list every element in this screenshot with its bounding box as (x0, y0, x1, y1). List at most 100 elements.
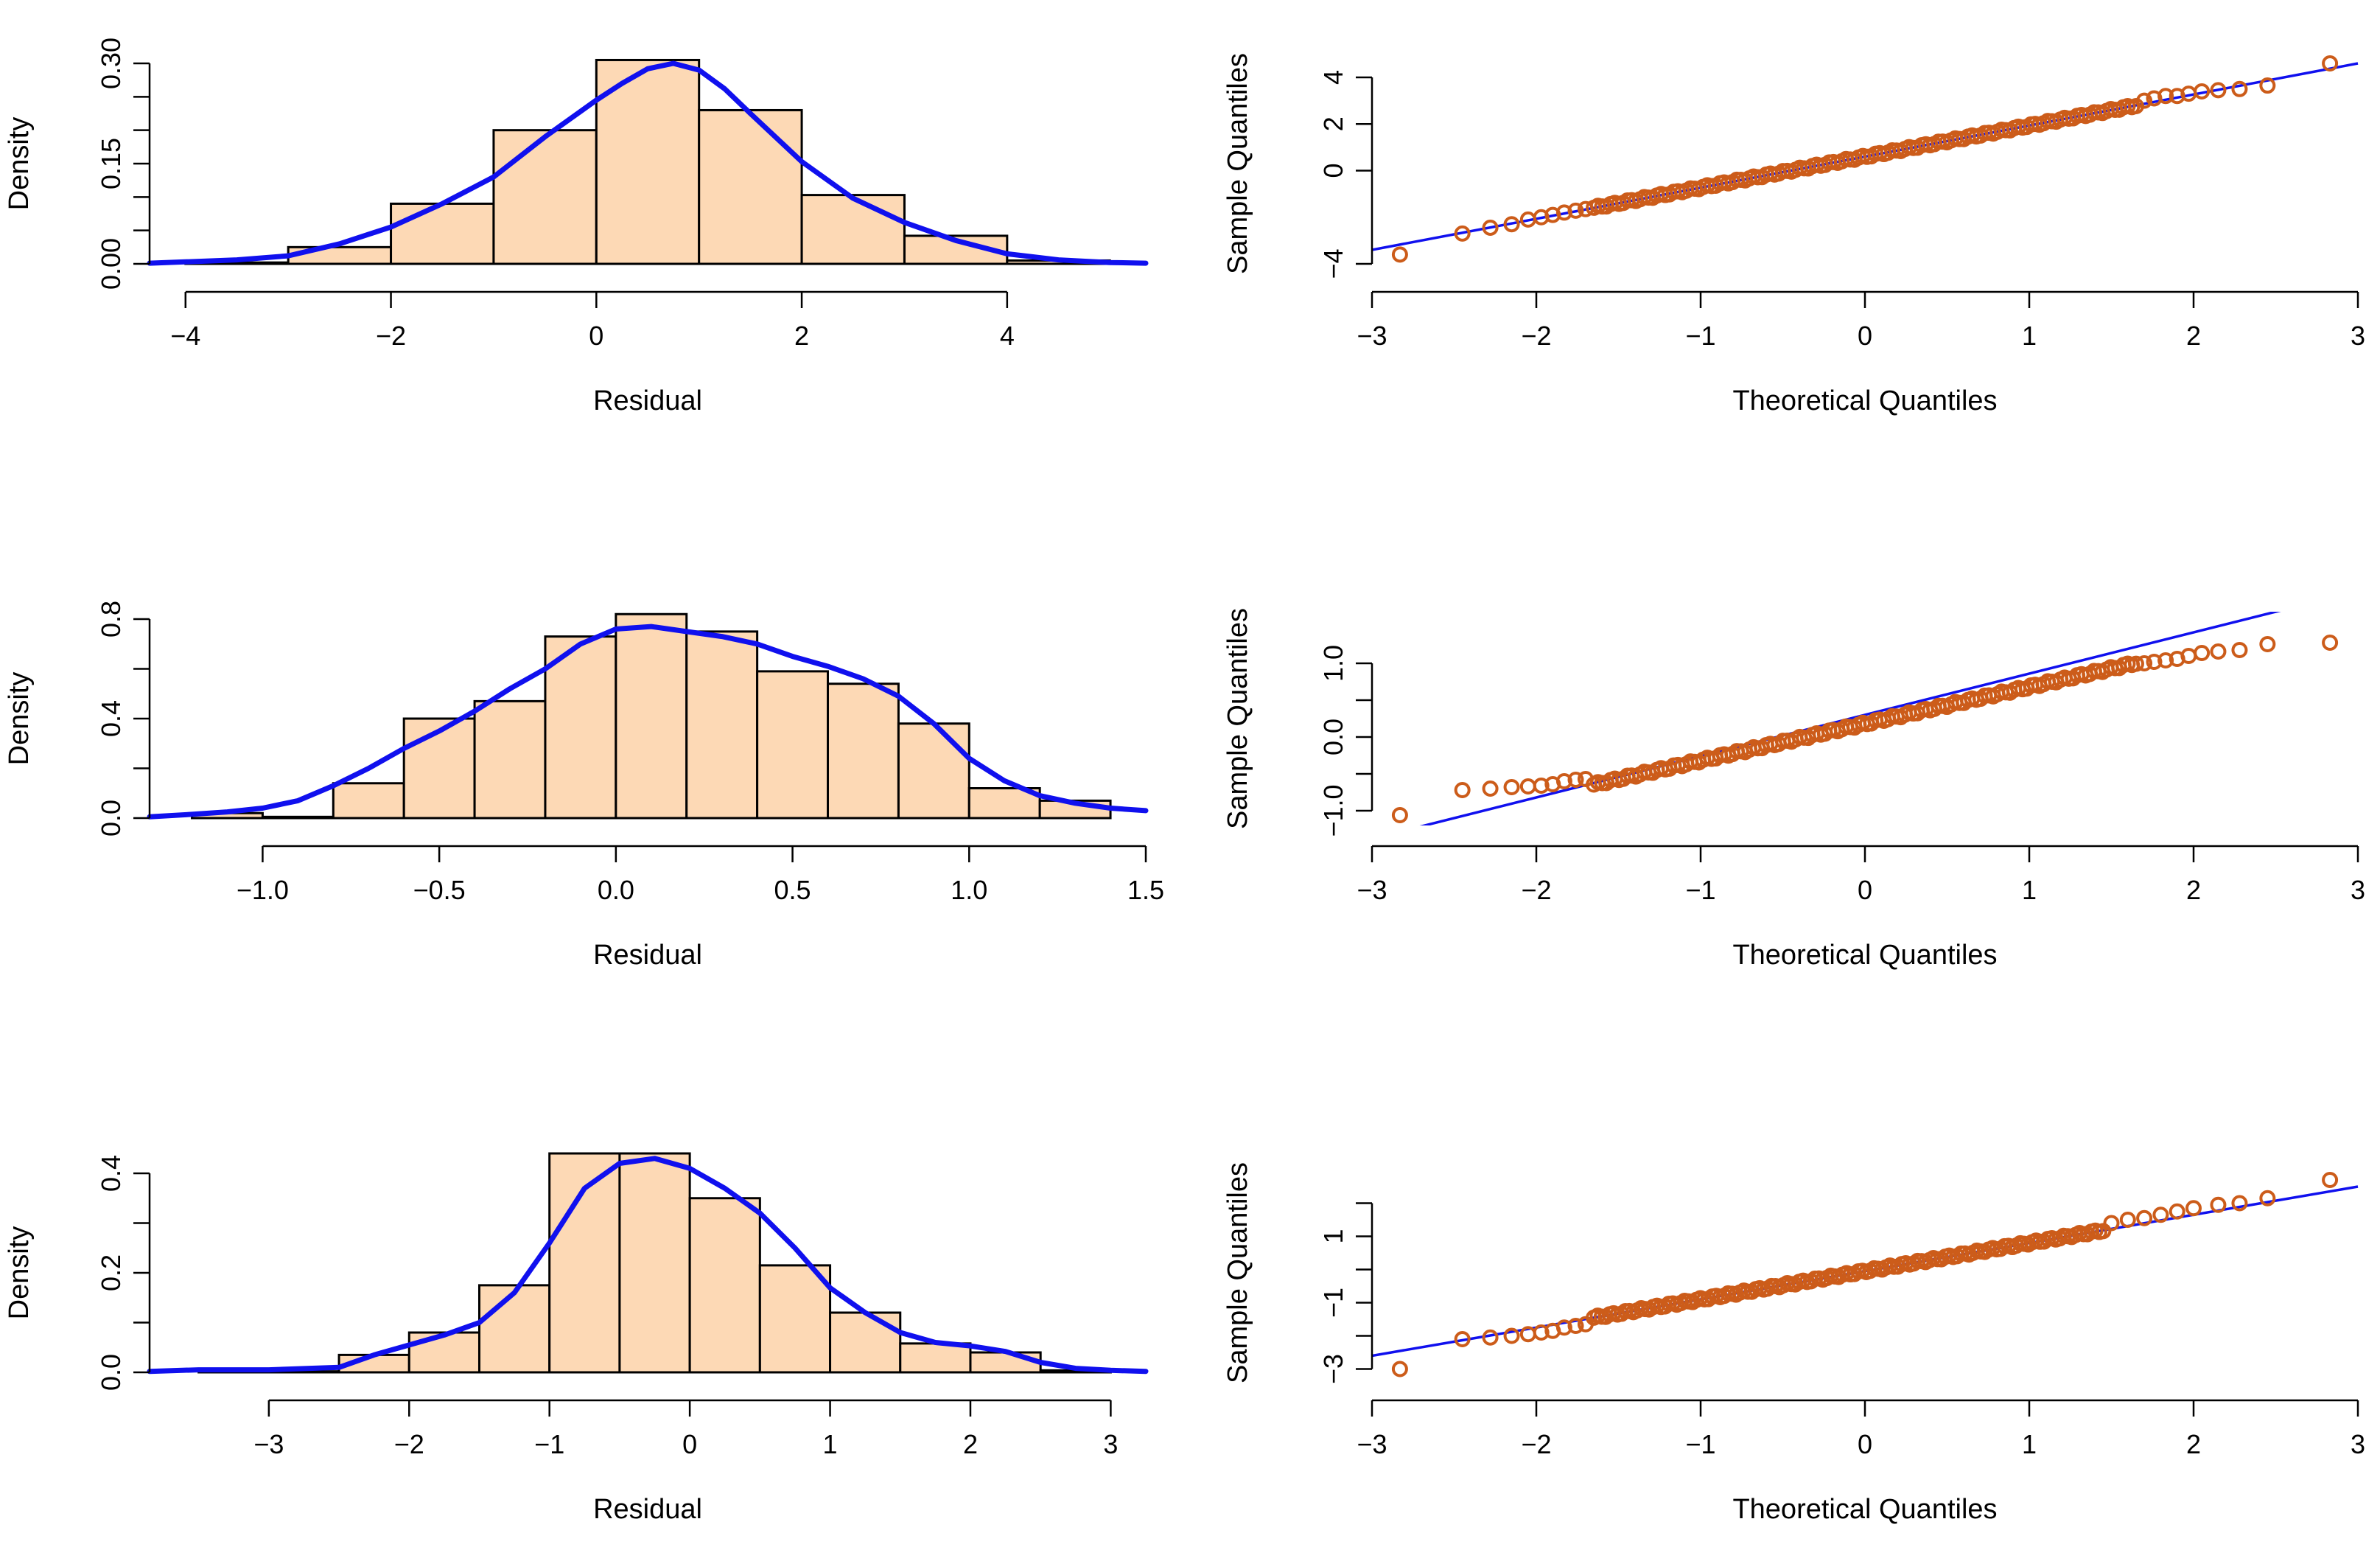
x-tick-label: 3 (2351, 321, 2365, 351)
x-tick-label: −2 (1521, 1429, 1551, 1459)
histogram-bar (897, 722, 970, 820)
qq-point (2231, 642, 2248, 658)
x-tick-label: 0 (1858, 1429, 1872, 1459)
x-tick-label: −3 (1357, 321, 1387, 351)
x-tick-label: 1 (823, 1429, 838, 1459)
qq-point (2146, 654, 2163, 670)
y-axis-label: Density (4, 117, 35, 211)
qq-point (2157, 88, 2174, 105)
qq-point (2322, 55, 2339, 71)
x-tick-label: 2 (794, 321, 809, 351)
qq-point (1391, 1361, 1408, 1377)
qq-point (2103, 1215, 2120, 1232)
qq-point (2136, 1209, 2153, 1226)
y-tick-label: 0.0 (96, 800, 126, 837)
histogram-bar (477, 1284, 551, 1374)
y-tick-label: 0.4 (96, 1155, 126, 1192)
histogram-bar (758, 1264, 832, 1374)
x-tick-label: 3 (2351, 1429, 2365, 1459)
x-tick-label: −2 (1521, 321, 1551, 351)
histogram-bar (402, 717, 476, 820)
x-tick-label: −2 (1521, 875, 1551, 905)
x-axis-label: Theoretical Quantiles (1732, 940, 1997, 971)
x-tick-label: 0.5 (774, 875, 811, 905)
qq-point (2194, 645, 2211, 661)
qq-point (2210, 643, 2227, 660)
qq-point (1482, 781, 1499, 797)
qq-point (1519, 778, 1536, 795)
y-tick-label: 0.30 (96, 38, 126, 89)
histogram-bar (899, 1342, 972, 1374)
x-tick-label: −1 (534, 1429, 564, 1459)
qq-point (2322, 1172, 2339, 1188)
qq-point (2322, 635, 2339, 651)
histogram-bar (827, 682, 900, 820)
panel-1: −4 −2 0 2 4 Residual 0.00 0.15 0.30 Density (4, 38, 1149, 416)
x-tick-label: −1.0 (237, 875, 289, 905)
histogram-bar (698, 108, 803, 265)
qq-point (1555, 773, 1572, 789)
histogram-bar (332, 782, 405, 820)
histogram-bar (595, 58, 701, 265)
x-tick-label: 1 (2022, 1429, 2037, 1459)
histogram-bar (618, 1152, 691, 1374)
y-axis-label: Sample Quantiles (1222, 608, 1253, 829)
y-tick-label: 0.8 (96, 601, 126, 638)
x-tick-label: 1 (2022, 875, 2037, 905)
x-tick-label: 3 (2351, 875, 2365, 905)
x-tick-label: −1 (1685, 321, 1715, 351)
qq-point (1567, 1318, 1584, 1334)
y-tick-label: 0.4 (96, 700, 126, 737)
x-tick-label: −1 (1685, 1429, 1715, 1459)
qq-point (2231, 1195, 2248, 1212)
histogram-bar (685, 630, 759, 820)
x-tick-label: −0.5 (413, 875, 466, 905)
x-tick-label: −1 (1685, 875, 1715, 905)
histogram-bar (615, 612, 688, 820)
qq-point (1482, 219, 1499, 236)
y-axis-label: Sample Quantiles (1222, 53, 1253, 274)
y-tick-label: −1 (1318, 1288, 1348, 1318)
x-tick-label: −2 (376, 321, 406, 351)
qq-point (1454, 1331, 1471, 1347)
x-tick-label: −3 (1357, 875, 1387, 905)
histogram-bar (261, 815, 335, 820)
qq-point (2231, 80, 2248, 97)
x-axis-label: Theoretical Quantiles (1732, 1494, 1997, 1525)
qq-point (1533, 1324, 1550, 1341)
x-tick-label: 0 (1858, 875, 1872, 905)
y-tick-label: 1 (1318, 1229, 1348, 1243)
x-tick-label: −2 (394, 1429, 424, 1459)
y-axis-label: Sample Quantiles (1222, 1162, 1253, 1383)
qq-point (2210, 1196, 2227, 1213)
histogram-bar (688, 1197, 761, 1374)
histogram-bar (800, 194, 906, 265)
x-tick-label: −3 (253, 1429, 284, 1459)
y-tick-label: 0.2 (96, 1254, 126, 1291)
panel-6: −3 −2 −1 0 1 2 3 Theoretical Quantiles −3 −1 1 Samp… (1222, 1162, 2365, 1525)
qq-point (1567, 202, 1584, 219)
qq-point (1482, 1329, 1499, 1346)
qq-point (1391, 246, 1408, 263)
y-tick-label: −4 (1318, 248, 1348, 279)
y-tick-label: 0.15 (96, 138, 126, 189)
histogram-bar (829, 1311, 902, 1374)
x-tick-label: 3 (1103, 1429, 1118, 1459)
y-tick-label: 0.00 (96, 238, 126, 290)
density-curve (147, 60, 1149, 266)
y-tick-label: −1.0 (1318, 784, 1348, 837)
histogram-bar (969, 1351, 1042, 1374)
x-axis-label: Residual (593, 385, 702, 416)
qq-point (1454, 225, 1471, 242)
x-tick-label: 0.0 (598, 875, 634, 905)
histogram-bar (407, 1331, 480, 1374)
y-axis-label: Density (4, 672, 35, 766)
x-tick-label: 0 (682, 1429, 697, 1459)
y-tick-label: 1.0 (1318, 645, 1348, 682)
y-tick-label: −3 (1318, 1354, 1348, 1384)
qq-point (2194, 83, 2211, 99)
x-tick-label: 1.0 (951, 875, 987, 905)
qq-point (1503, 216, 1520, 233)
qq-point (2119, 1212, 2136, 1228)
